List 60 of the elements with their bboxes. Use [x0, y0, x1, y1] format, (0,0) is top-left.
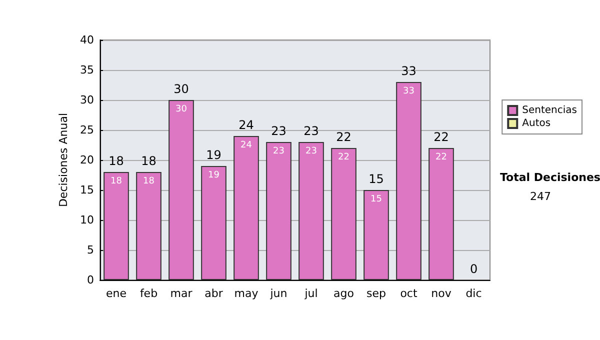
- x-tick-label: sep: [366, 287, 386, 300]
- bar: [298, 142, 324, 280]
- total-label: 15: [368, 172, 384, 186]
- y-tick-label: 40: [80, 34, 94, 46]
- data-label: 23: [273, 146, 284, 156]
- total-label: 23: [304, 124, 319, 138]
- y-tick-label: 10: [80, 214, 94, 226]
- x-tick-label: oct: [400, 287, 418, 300]
- legend-label: Sentencias: [522, 105, 578, 116]
- data-label: 33: [403, 86, 414, 96]
- total-label: 23: [271, 124, 286, 138]
- data-label: 24: [240, 140, 252, 150]
- bar: [201, 166, 226, 280]
- data-label: 30: [176, 104, 188, 114]
- y-tick-label: 0: [87, 274, 94, 286]
- y-axis-title: Decisiones Anual: [57, 112, 70, 208]
- data-label: 22: [436, 152, 447, 162]
- bar: [364, 190, 389, 280]
- x-tick-label: dic: [466, 287, 482, 300]
- x-tick-label: jul: [304, 287, 318, 300]
- data-label: 22: [338, 152, 350, 162]
- y-tick-label: 35: [80, 64, 94, 76]
- y-tick-label: 5: [87, 244, 94, 256]
- total-label: 33: [401, 64, 416, 78]
- total-label: 19: [206, 148, 222, 162]
- total-label: 22: [434, 130, 449, 144]
- y-tick-label: 20: [80, 154, 94, 166]
- y-tick-label: 15: [80, 184, 94, 196]
- bar: [396, 82, 422, 280]
- total-label: 22: [336, 130, 352, 144]
- data-label: 23: [306, 146, 317, 156]
- bar: [104, 172, 129, 280]
- bar: [234, 136, 259, 280]
- x-tick-label: may: [234, 287, 259, 300]
- x-tick-label: jun: [269, 287, 288, 300]
- bar: [331, 148, 356, 280]
- data-label: 18: [110, 176, 122, 186]
- data-label: 15: [370, 194, 382, 204]
- bar: [428, 148, 454, 280]
- data-label: 18: [143, 176, 155, 186]
- x-tick-label: nov: [431, 287, 452, 300]
- x-tick-label: mar: [170, 287, 193, 300]
- total-label: 0: [470, 262, 478, 276]
- total-label: 18: [108, 154, 124, 168]
- x-tick-label: ago: [334, 287, 354, 300]
- x-tick-label: ene: [106, 287, 127, 300]
- y-tick-label: 25: [80, 124, 94, 136]
- total-label: 30: [174, 82, 189, 96]
- bar: [266, 142, 292, 280]
- y-tick-label: 30: [80, 94, 94, 106]
- total-label: 24: [238, 118, 254, 132]
- bar: [168, 100, 194, 280]
- text: 247: [530, 190, 551, 203]
- data-label: 19: [208, 170, 220, 180]
- legend-label: Autos: [522, 118, 551, 129]
- x-tick-label: feb: [140, 287, 158, 300]
- x-tick-label: abr: [204, 287, 224, 300]
- bar: [136, 172, 162, 280]
- total-label: 18: [141, 154, 156, 168]
- text: Total Decisiones: [500, 171, 600, 184]
